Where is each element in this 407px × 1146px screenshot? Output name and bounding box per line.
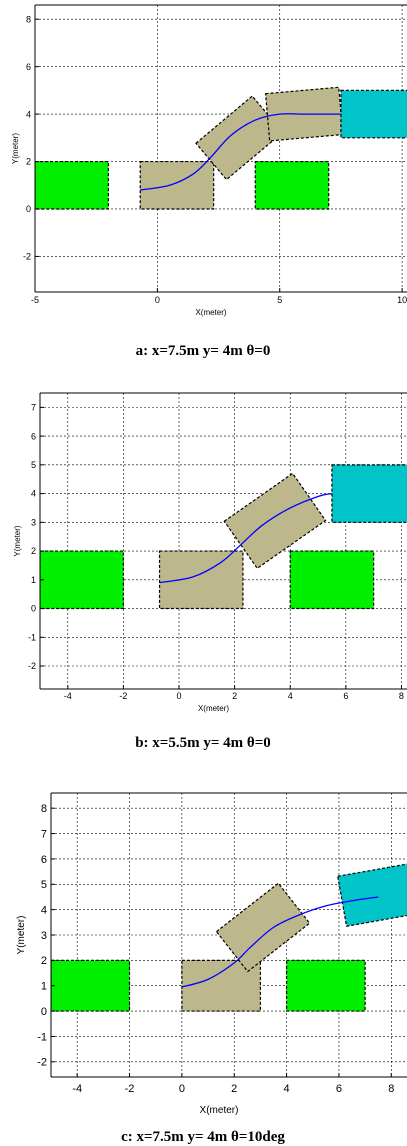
y-tick-label: 1 — [41, 981, 47, 993]
parked-car-obstacle — [285, 959, 366, 1012]
x-axis-label: X(meter) — [200, 1105, 239, 1116]
y-tick-label: 8 — [26, 14, 31, 24]
x-tick-label: -4 — [72, 1083, 82, 1095]
x-tick-label: 10 — [397, 295, 407, 305]
car-position — [139, 160, 215, 210]
x-tick-label: -2 — [119, 691, 127, 701]
parked-car-obstacle — [51, 959, 131, 1012]
y-tick-label: 0 — [26, 204, 31, 214]
y-axis-label: Y(meter) — [13, 525, 22, 556]
x-tick-label: 2 — [232, 691, 237, 701]
y-tick-label: 2 — [31, 546, 36, 556]
y-tick-label: 4 — [41, 904, 47, 916]
x-tick-label: 4 — [284, 1083, 290, 1095]
car-position — [215, 882, 311, 973]
x-tick-label: -5 — [31, 295, 39, 305]
x-tick-label: 4 — [288, 691, 293, 701]
chart-a: -5 0 5 10 -2 0 2 4 6 8 X(meter) Y(meter) — [11, 4, 407, 317]
x-tick-label: 6 — [343, 691, 348, 701]
x-tick-label: 6 — [336, 1083, 342, 1095]
plot-area — [40, 464, 407, 610]
y-tick-label: 7 — [31, 403, 36, 413]
x-tick-label: 0 — [177, 691, 182, 701]
y-tick-label: 5 — [31, 460, 36, 470]
car-position — [223, 472, 327, 570]
y-tick-label: 4 — [26, 109, 31, 119]
y-tick-label: 3 — [41, 930, 47, 942]
caption-c: c: x=7.5m y= 4m θ=10deg — [121, 1129, 285, 1145]
y-tick-label: 1 — [31, 575, 36, 585]
y-tick-label: 8 — [41, 803, 47, 815]
y-tick-label: 0 — [41, 1006, 47, 1018]
caption-a: a: x=7.5m y= 4m θ=0 — [136, 343, 271, 359]
goal-position — [331, 464, 407, 523]
y-tick-label: -2 — [28, 661, 36, 671]
y-tick-label: 5 — [41, 879, 47, 891]
parked-car-obstacle — [35, 160, 110, 210]
car-position — [158, 550, 244, 610]
y-tick-label: 2 — [41, 955, 47, 967]
y-tick-label: -2 — [37, 1057, 47, 1069]
y-tick-label: -2 — [23, 252, 31, 262]
x-axis-label: X(meter) — [195, 308, 226, 317]
y-tick-label: 4 — [31, 489, 36, 499]
goal-position — [337, 861, 407, 927]
y-tick-label: 7 — [41, 828, 47, 840]
y-tick-label: 2 — [26, 157, 31, 167]
caption-b: b: x=5.5m y= 4m θ=0 — [135, 735, 271, 751]
goal-position — [340, 89, 407, 139]
parked-car-obstacle — [289, 550, 375, 610]
y-tick-label: 6 — [31, 431, 36, 441]
parked-car-obstacle — [254, 160, 330, 210]
y-axis-label: Y(meter) — [11, 133, 20, 164]
x-tick-label: 0 — [155, 295, 160, 305]
y-tick-label: -1 — [28, 632, 36, 642]
x-tick-label: -4 — [64, 691, 72, 701]
plot-area — [35, 86, 407, 210]
y-tick-label: 0 — [31, 604, 36, 614]
plot-area — [51, 861, 407, 1012]
chart-b: -4 -2 0 2 4 6 8 -2 -1 0 1 2 3 4 5 6 7 X(meter) Y(meter) — [13, 392, 407, 713]
y-tick-label: 6 — [41, 854, 47, 866]
trajectory-line — [159, 492, 333, 584]
parked-car-obstacle — [40, 550, 125, 610]
y-tick-label: 6 — [26, 62, 31, 72]
x-tick-label: 8 — [399, 691, 404, 701]
x-tick-label: 5 — [277, 295, 282, 305]
trajectory-line — [181, 896, 379, 988]
chart-c: -4 -2 0 2 4 6 8 -2 -1 0 1 2 3 4 5 6 7 8 X(meter) Y(meter) — [16, 792, 407, 1116]
y-tick-label: -1 — [37, 1031, 47, 1043]
trajectory-line — [140, 113, 341, 191]
x-axis-label: X(meter) — [198, 704, 229, 713]
x-tick-label: 0 — [179, 1083, 185, 1095]
x-tick-label: 8 — [388, 1083, 394, 1095]
x-tick-label: 2 — [231, 1083, 237, 1095]
y-tick-label: 3 — [31, 517, 36, 527]
y-axis-label: Y(meter) — [16, 916, 27, 955]
x-tick-label: -2 — [125, 1083, 135, 1095]
